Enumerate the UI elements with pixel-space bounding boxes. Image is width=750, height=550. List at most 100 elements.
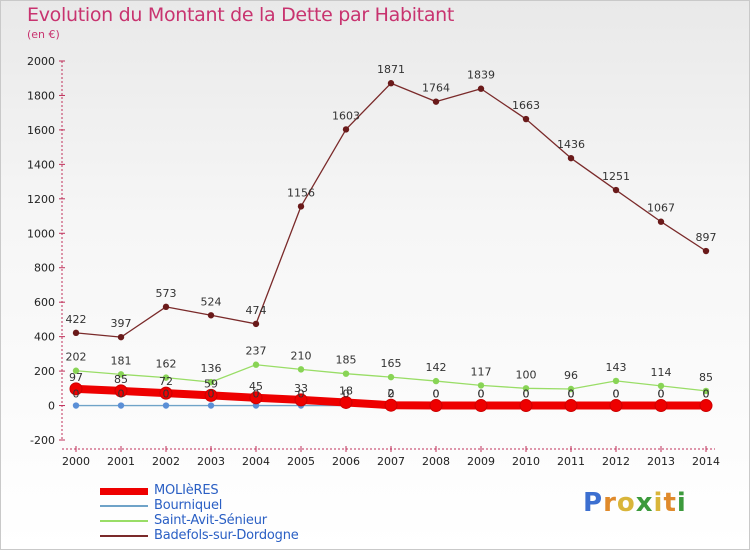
y-tick-label-200: 200 <box>34 365 55 378</box>
data-label-molieres-2001: 85 <box>114 373 128 386</box>
legend-label-bourniquel: Bourniquel <box>154 498 223 513</box>
point-saint-avit-senieur-2006 <box>342 370 350 377</box>
data-label-molieres-2006: 18 <box>339 384 353 397</box>
data-label-bourniquel-2010: 0 <box>523 388 530 401</box>
x-tick-label-2007: 2007 <box>377 455 405 468</box>
point-saint-avit-senieur-2011 <box>567 385 575 393</box>
y-tick-label-600: 600 <box>34 296 55 309</box>
point-saint-avit-senieur-2003 <box>207 378 215 386</box>
data-label-molieres-2003: 59 <box>204 377 218 390</box>
point-molieres-2013 <box>654 399 668 413</box>
chart-subtitle: (en €) <box>27 28 60 41</box>
data-label-bourniquel-2005: 0 <box>298 388 305 401</box>
point-saint-avit-senieur-2010 <box>522 385 530 392</box>
y-tick-label-0: 0 <box>48 400 55 413</box>
point-saint-avit-senieur-2004 <box>252 361 260 368</box>
y-tick-label-1800: 1800 <box>27 89 55 102</box>
legend-swatch-saint-avit-senieur <box>100 520 148 522</box>
x-tick-label-2013: 2013 <box>647 455 675 468</box>
point-molieres-2014 <box>699 399 713 413</box>
data-label-saint-avit-senieur-2012: 143 <box>606 361 627 374</box>
data-label-molieres-2012: 0 <box>613 388 620 401</box>
point-molieres-2011 <box>564 399 578 413</box>
data-label-bourniquel-2009: 0 <box>478 388 485 401</box>
data-label-molieres-2004: 45 <box>249 380 263 393</box>
data-label-saint-avit-senieur-2006: 185 <box>336 354 357 367</box>
data-label-saint-avit-senieur-2013: 114 <box>651 366 672 379</box>
point-saint-avit-senieur-2007 <box>387 373 395 381</box>
point-badefols-sur-dordogne-2000 <box>72 329 80 337</box>
point-bourniquel-2001 <box>117 402 125 409</box>
point-badefols-sur-dordogne-2004 <box>252 320 260 328</box>
point-badefols-sur-dordogne-2014 <box>702 247 710 255</box>
data-label-saint-avit-senieur-2002: 162 <box>156 358 177 371</box>
data-label-badefols-sur-dordogne-2012: 1251 <box>602 170 630 183</box>
point-saint-avit-senieur-2001 <box>117 371 125 378</box>
x-tick-label-2001: 2001 <box>107 455 135 468</box>
x-tick-label-2012: 2012 <box>602 455 630 468</box>
data-label-bourniquel-2003: 0 <box>208 388 215 401</box>
logo-letter-1: r <box>603 488 617 518</box>
point-molieres-2009 <box>474 399 488 413</box>
point-saint-avit-senieur-2000 <box>72 367 80 374</box>
y-tick-label-1400: 1400 <box>27 158 55 171</box>
point-badefols-sur-dordogne-2008 <box>432 98 440 105</box>
data-label-badefols-sur-dordogne-2014: 897 <box>696 231 717 244</box>
data-label-bourniquel-2001: 0 <box>118 388 125 401</box>
legend-label-saint-avit-senieur: Saint-Avit-Sénieur <box>154 513 267 528</box>
legend-swatch-molieres <box>100 488 148 495</box>
point-saint-avit-senieur-2014 <box>702 387 710 395</box>
x-tick-label-2003: 2003 <box>197 455 225 468</box>
point-saint-avit-senieur-2002 <box>162 374 170 381</box>
x-tick-label-2002: 2002 <box>152 455 180 468</box>
data-label-bourniquel-2008: 0 <box>433 388 440 401</box>
data-label-bourniquel-2012: 0 <box>613 388 620 401</box>
legend-label-badefols: Badefols-sur-Dordogne <box>154 528 299 543</box>
data-label-saint-avit-senieur-2001: 181 <box>111 354 132 367</box>
data-label-badefols-sur-dordogne-2000: 422 <box>66 313 87 326</box>
data-label-badefols-sur-dordogne-2002: 573 <box>156 287 177 300</box>
logo-letter-3: x <box>635 488 654 518</box>
point-molieres-2003 <box>204 388 218 402</box>
data-label-badefols-sur-dordogne-2011: 1436 <box>557 138 585 151</box>
data-label-saint-avit-senieur-2009: 117 <box>471 365 492 378</box>
point-badefols-sur-dordogne-2002 <box>162 303 170 311</box>
data-label-bourniquel-2000: 0 <box>73 388 80 401</box>
point-saint-avit-senieur-2013 <box>657 382 665 390</box>
y-tick-label-1200: 1200 <box>27 193 55 206</box>
data-label-badefols-sur-dordogne-2009: 1839 <box>467 69 495 82</box>
point-molieres-2008 <box>429 399 443 413</box>
x-tick-label-2010: 2010 <box>512 455 540 468</box>
point-badefols-sur-dordogne-2001 <box>117 333 125 341</box>
y-tick-label--200: -200 <box>30 434 55 447</box>
data-label-molieres-2008: 0 <box>433 388 440 401</box>
point-molieres-2001 <box>114 384 128 398</box>
data-label-molieres-2002: 72 <box>159 375 173 388</box>
logo-letter-2: o <box>616 488 636 518</box>
data-label-badefols-sur-dordogne-2006: 1603 <box>332 109 360 122</box>
point-molieres-2002 <box>159 386 173 400</box>
data-label-bourniquel-2007: 0 <box>388 388 395 401</box>
data-label-saint-avit-senieur-2008: 142 <box>426 361 447 374</box>
point-bourniquel-2003 <box>207 402 215 409</box>
data-label-saint-avit-senieur-2003: 136 <box>201 362 222 375</box>
x-tick-label-2004: 2004 <box>242 455 270 468</box>
data-label-bourniquel-2011: 0 <box>568 388 575 401</box>
x-tick-label-2000: 2000 <box>62 455 90 468</box>
data-label-saint-avit-senieur-2010: 100 <box>516 368 537 381</box>
point-badefols-sur-dordogne-2005 <box>297 203 305 210</box>
x-tick-label-2005: 2005 <box>287 455 315 468</box>
point-badefols-sur-dordogne-2003 <box>207 312 215 319</box>
x-tick-label-2006: 2006 <box>332 455 360 468</box>
legend-label-molieres: MOLIèRES <box>154 483 219 498</box>
y-tick-label-1600: 1600 <box>27 124 55 137</box>
point-saint-avit-senieur-2012 <box>612 377 620 385</box>
data-label-saint-avit-senieur-2005: 210 <box>291 349 312 362</box>
y-tick-label-800: 800 <box>34 262 55 275</box>
data-label-bourniquel-2006: 0 <box>343 388 350 401</box>
data-label-badefols-sur-dordogne-2013: 1067 <box>647 202 675 215</box>
point-molieres-2000 <box>69 382 83 396</box>
data-label-molieres-2009: 0 <box>478 388 485 401</box>
chart-title: Evolution du Montant de la Dette par Hab… <box>27 4 455 26</box>
